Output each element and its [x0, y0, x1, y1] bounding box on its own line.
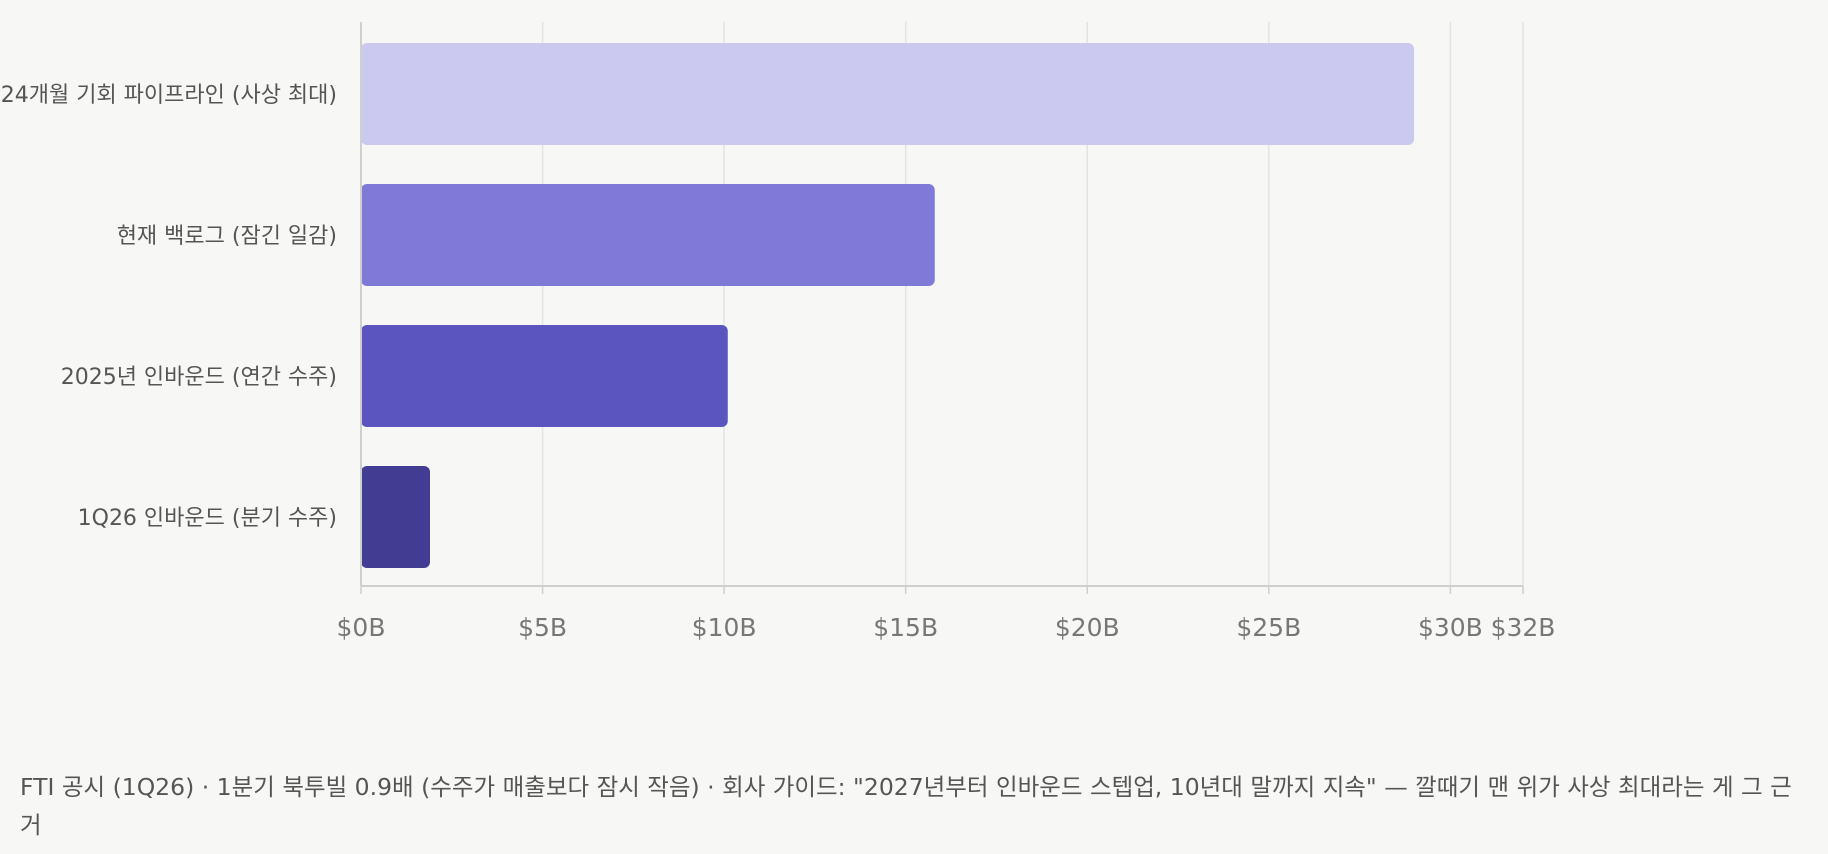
category-label: 2025년 인바운드 (연간 수주) — [61, 365, 337, 390]
category-label: 24개월 기회 파이프라인 (사상 최대) — [1, 83, 337, 108]
bar — [361, 325, 728, 427]
bar — [361, 466, 430, 568]
x-tick-label: $15B — [873, 613, 938, 642]
bar — [361, 184, 935, 286]
x-tick-label: $32B — [1491, 613, 1556, 642]
bar — [361, 43, 1415, 145]
bar-chart: 24개월 기회 파이프라인 (사상 최대) 현재 백로그 (잠긴 일감) 2025년… — [1, 22, 1556, 642]
x-tick-labels: $0B $5B $10B $15B $20B $25B $30B $32B — [337, 613, 1556, 642]
x-tick-label: $10B — [692, 613, 757, 642]
bars — [361, 43, 1415, 568]
chart-caption: FTI 공시 (1Q26) · 1분기 북투빌 0.9배 (수주가 매출보다 잠… — [20, 773, 1792, 839]
category-label: 현재 백로그 (잠긴 일감) — [117, 224, 337, 249]
category-labels: 24개월 기회 파이프라인 (사상 최대) 현재 백로그 (잠긴 일감) 2025년… — [1, 83, 337, 531]
x-tick-label: $25B — [1236, 613, 1301, 642]
x-tick-label: $5B — [518, 613, 567, 642]
x-tick-label: $20B — [1055, 613, 1120, 642]
x-tick-label: $30B — [1418, 613, 1483, 642]
category-label: 1Q26 인바운드 (분기 수주) — [78, 506, 337, 531]
axes — [360, 22, 1524, 594]
x-tick-label: $0B — [337, 613, 386, 642]
